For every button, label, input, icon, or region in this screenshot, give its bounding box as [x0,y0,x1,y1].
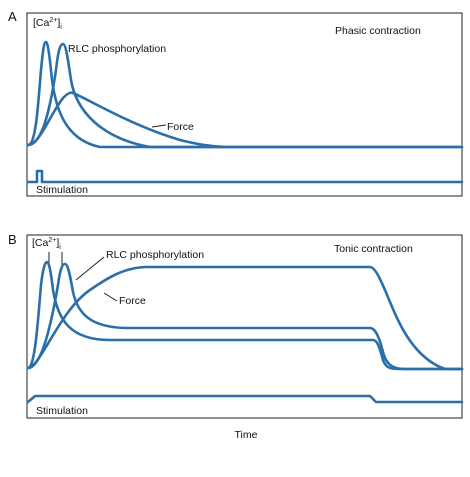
panel-b-force-trace [26,265,464,371]
panel-b-title: Tonic contraction [334,243,413,255]
panel-a-force-label: Force [167,121,194,133]
panel-b-stimulation-trace [26,394,464,404]
panel-b-rlc-label: RLC phosphorylation [106,249,204,261]
panel-b-rlc-trace [26,262,464,371]
panel-a-ca-label: [Ca2+]i [33,17,62,31]
panel-b-letter: B [8,232,17,247]
panel-b-stimulation-label: Stimulation [36,405,88,417]
panel-b-ca-trace [26,260,464,371]
panel-a-force-leader [151,124,167,128]
x-axis-label: Time [235,429,258,441]
panel-b-force-label: Force [119,295,146,307]
panel-a-rlc-trace [26,42,464,149]
panel-a-force-trace [26,91,227,149]
panel-a-frame [26,12,463,197]
panel-a-title: Phasic contraction [335,25,421,37]
panel-a-stimulation-trace [26,169,464,184]
panel-a-stimulation-label: Stimulation [36,184,88,196]
panel-b-frame [26,234,463,419]
panel-a-ca-trace [26,40,464,149]
panel-a-letter: A [8,9,17,24]
panel-b-ca-label: [Ca2+]i [32,237,61,251]
panel-a-rlc-label: RLC phosphorylation [68,43,166,55]
panel-b: B Tonic contraction [Ca2+]i RLC phosphor… [8,232,464,419]
panel-b-rlc-leader [75,256,105,281]
panel-b-force-leader [103,292,118,302]
panel-a: A Phasic contraction [Ca2+]i RLC phospho… [8,9,464,197]
